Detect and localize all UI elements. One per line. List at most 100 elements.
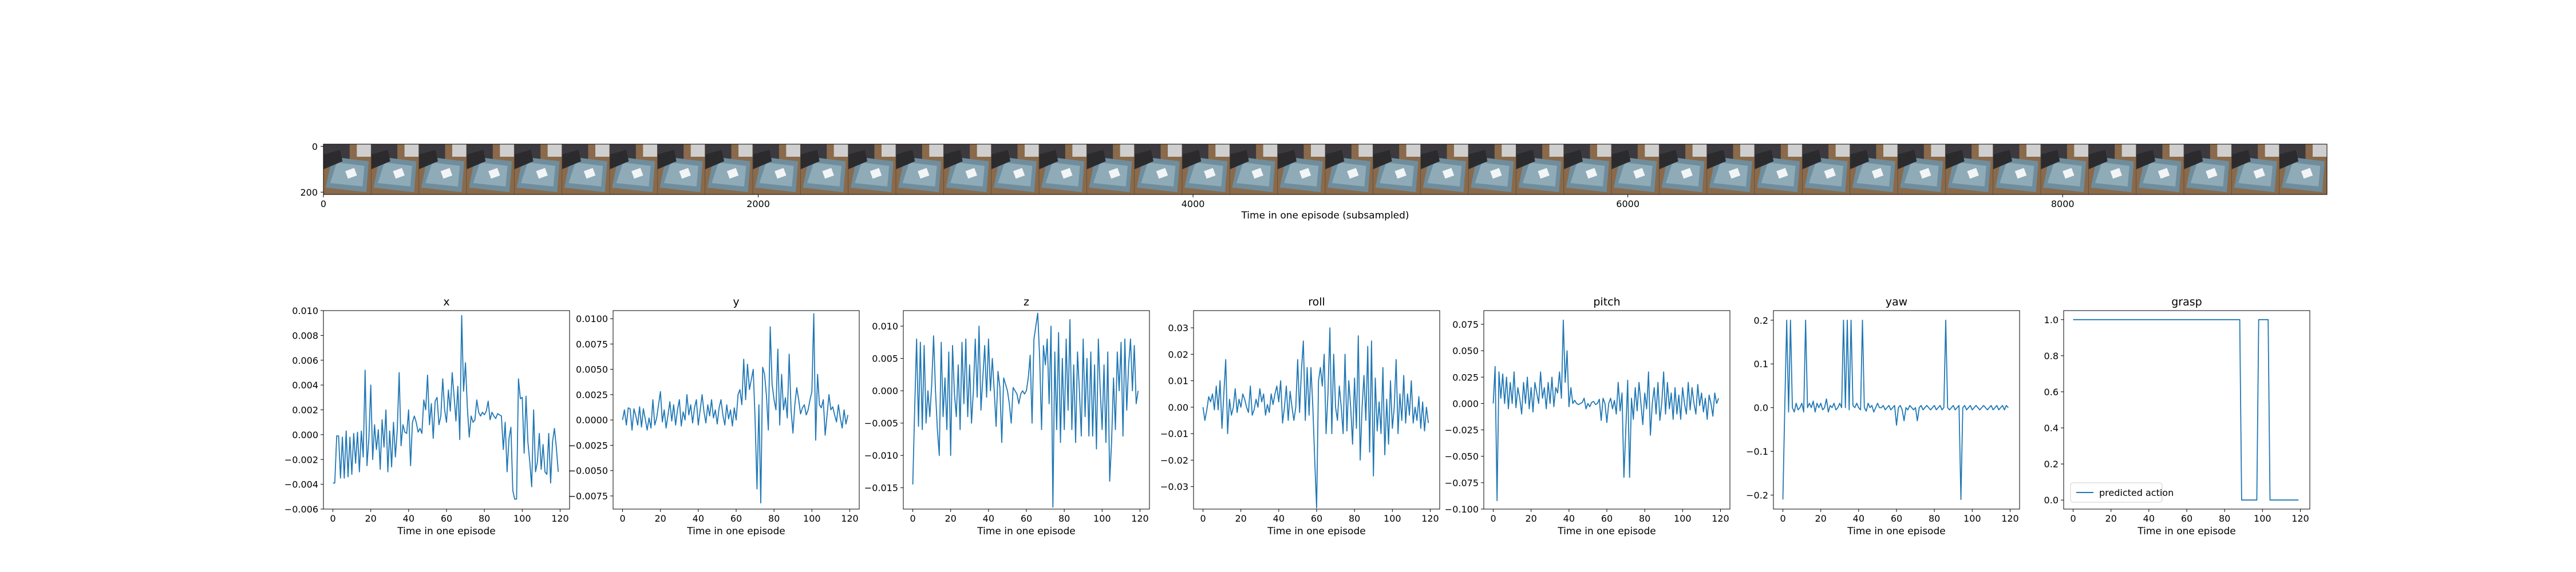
frame-object xyxy=(2301,168,2313,179)
x-axis-label: Time in one episode xyxy=(1847,526,1945,537)
x-tick-label: 80 xyxy=(1929,513,1940,524)
x-tick-label: 80 xyxy=(1639,513,1650,524)
frame-object xyxy=(1824,168,1836,179)
plot-frame xyxy=(903,310,1150,510)
y-tick-label: −0.050 xyxy=(1445,451,1479,462)
x-tick-label: 100 xyxy=(513,513,531,524)
filmstrip-frame xyxy=(991,144,1040,194)
filmstrip-frame xyxy=(1897,144,1946,194)
frame-gripper xyxy=(1755,150,1774,169)
y-tick-label: 0.010 xyxy=(292,305,318,316)
frame-object xyxy=(1442,168,1455,179)
y-tick-label: −0.0025 xyxy=(568,440,608,451)
frame-wall xyxy=(452,144,467,157)
frame-gripper xyxy=(943,150,963,169)
x-tick-label: 40 xyxy=(2143,513,2155,524)
y-tick-label: −0.006 xyxy=(285,504,318,515)
frame-wall xyxy=(1215,144,1230,157)
x-tick-label: 0 xyxy=(1200,513,1206,524)
filmstrip-frame xyxy=(1945,144,1994,194)
frame-object xyxy=(1967,168,1979,179)
x-tick-label: 120 xyxy=(2001,513,2019,524)
filmstrip-frame xyxy=(1993,144,2041,194)
plot-background xyxy=(2064,311,2310,509)
frame-gripper xyxy=(657,150,677,169)
frame-wall xyxy=(1168,144,1182,157)
x-tick-label: 0 xyxy=(1780,513,1785,524)
x-tick-label: 100 xyxy=(1674,513,1692,524)
frame-object xyxy=(2014,168,2027,179)
frame-object xyxy=(1013,168,1025,179)
frame-object xyxy=(1251,168,1263,179)
frame-gripper xyxy=(610,150,629,169)
y-tick-label: 0.03 xyxy=(1168,323,1188,333)
x-tick-label: 40 xyxy=(983,513,994,524)
plot-title: pitch xyxy=(1593,296,1620,308)
frame-object xyxy=(488,168,500,179)
x-axis-label: Time in one episode xyxy=(1267,526,1365,537)
frame-wall xyxy=(1502,144,1516,157)
filmstrip-frame xyxy=(1563,144,1612,194)
filmstrip-frame xyxy=(1658,144,1708,194)
y-tick-label: 0.010 xyxy=(872,321,898,332)
frame-object xyxy=(2206,168,2218,179)
plot-title: roll xyxy=(1308,296,1325,308)
y-tick-label: −0.015 xyxy=(864,483,898,494)
frame-gripper xyxy=(1611,150,1631,169)
filmstrip-frame xyxy=(513,144,563,194)
plot-background xyxy=(1484,311,1730,509)
frame-wall xyxy=(1835,144,1850,157)
series-line-pitch xyxy=(1492,319,1720,502)
frame-object xyxy=(583,168,596,179)
frame-wall xyxy=(1025,144,1039,157)
frame-wall xyxy=(1120,144,1135,157)
frame-object xyxy=(536,168,548,179)
filmstrip-x-tick-label: 0 xyxy=(321,198,326,209)
y-tick-label: 0.025 xyxy=(1452,372,1479,383)
legend-label: predicted action xyxy=(2099,487,2174,498)
frame-gripper xyxy=(1850,150,1869,169)
frame-wall xyxy=(500,144,515,157)
x-tick-label: 40 xyxy=(693,513,704,524)
filmstrip-frame xyxy=(943,144,992,194)
series-line-z xyxy=(912,312,1139,508)
y-tick-label: 0.1 xyxy=(1754,359,1768,370)
y-tick-label: −0.02 xyxy=(1160,455,1188,466)
frame-wall xyxy=(1072,144,1087,157)
plot-frame xyxy=(323,310,570,510)
frame-gripper xyxy=(991,150,1010,169)
plot-title: y xyxy=(733,296,739,308)
frame-object xyxy=(2158,168,2170,179)
frame-wall xyxy=(2170,144,2184,157)
subplot-yaw: 0 20 40 60 80 100 120 −0.2 −0.1 0.0 0.1 0.2 yaw Time … xyxy=(1746,296,2020,537)
x-axis-label: Time in one episode xyxy=(2137,526,2235,537)
frame-wall xyxy=(547,144,562,157)
x-tick-label: 20 xyxy=(365,513,377,524)
x-tick-label: 100 xyxy=(1093,513,1111,524)
y-tick-label: −0.1 xyxy=(1746,446,1768,457)
frame-object xyxy=(1728,168,1741,179)
filmstrip-frame xyxy=(1086,144,1135,194)
y-tick-label: 1.0 xyxy=(2044,315,2059,325)
x-tick-label: 80 xyxy=(1349,513,1360,524)
filmstrip-frame xyxy=(466,144,515,194)
series-line-yaw xyxy=(1782,319,2009,500)
y-tick-label: 0.0 xyxy=(2044,495,2059,506)
series-line-roll xyxy=(1202,327,1429,509)
plot-frame xyxy=(1193,310,1440,510)
frame-wall xyxy=(1549,144,1564,157)
frame-object xyxy=(1871,168,1884,179)
plot-background xyxy=(613,311,859,509)
subplots-row: 0 20 40 60 80 100 120−0.006−0.004−0.0020.0000.… xyxy=(285,296,2310,537)
y-tick-label: 0.0000 xyxy=(576,415,608,426)
frame-object xyxy=(965,168,977,179)
frame-object xyxy=(679,168,691,179)
x-tick-label: 60 xyxy=(441,513,452,524)
frame-gripper xyxy=(2136,150,2155,169)
x-tick-label: 0 xyxy=(619,513,625,524)
y-tick-label: 0.008 xyxy=(292,330,318,341)
x-tick-label: 120 xyxy=(1421,513,1439,524)
x-tick-label: 0 xyxy=(330,513,335,524)
y-tick-label: −0.100 xyxy=(1445,504,1479,515)
